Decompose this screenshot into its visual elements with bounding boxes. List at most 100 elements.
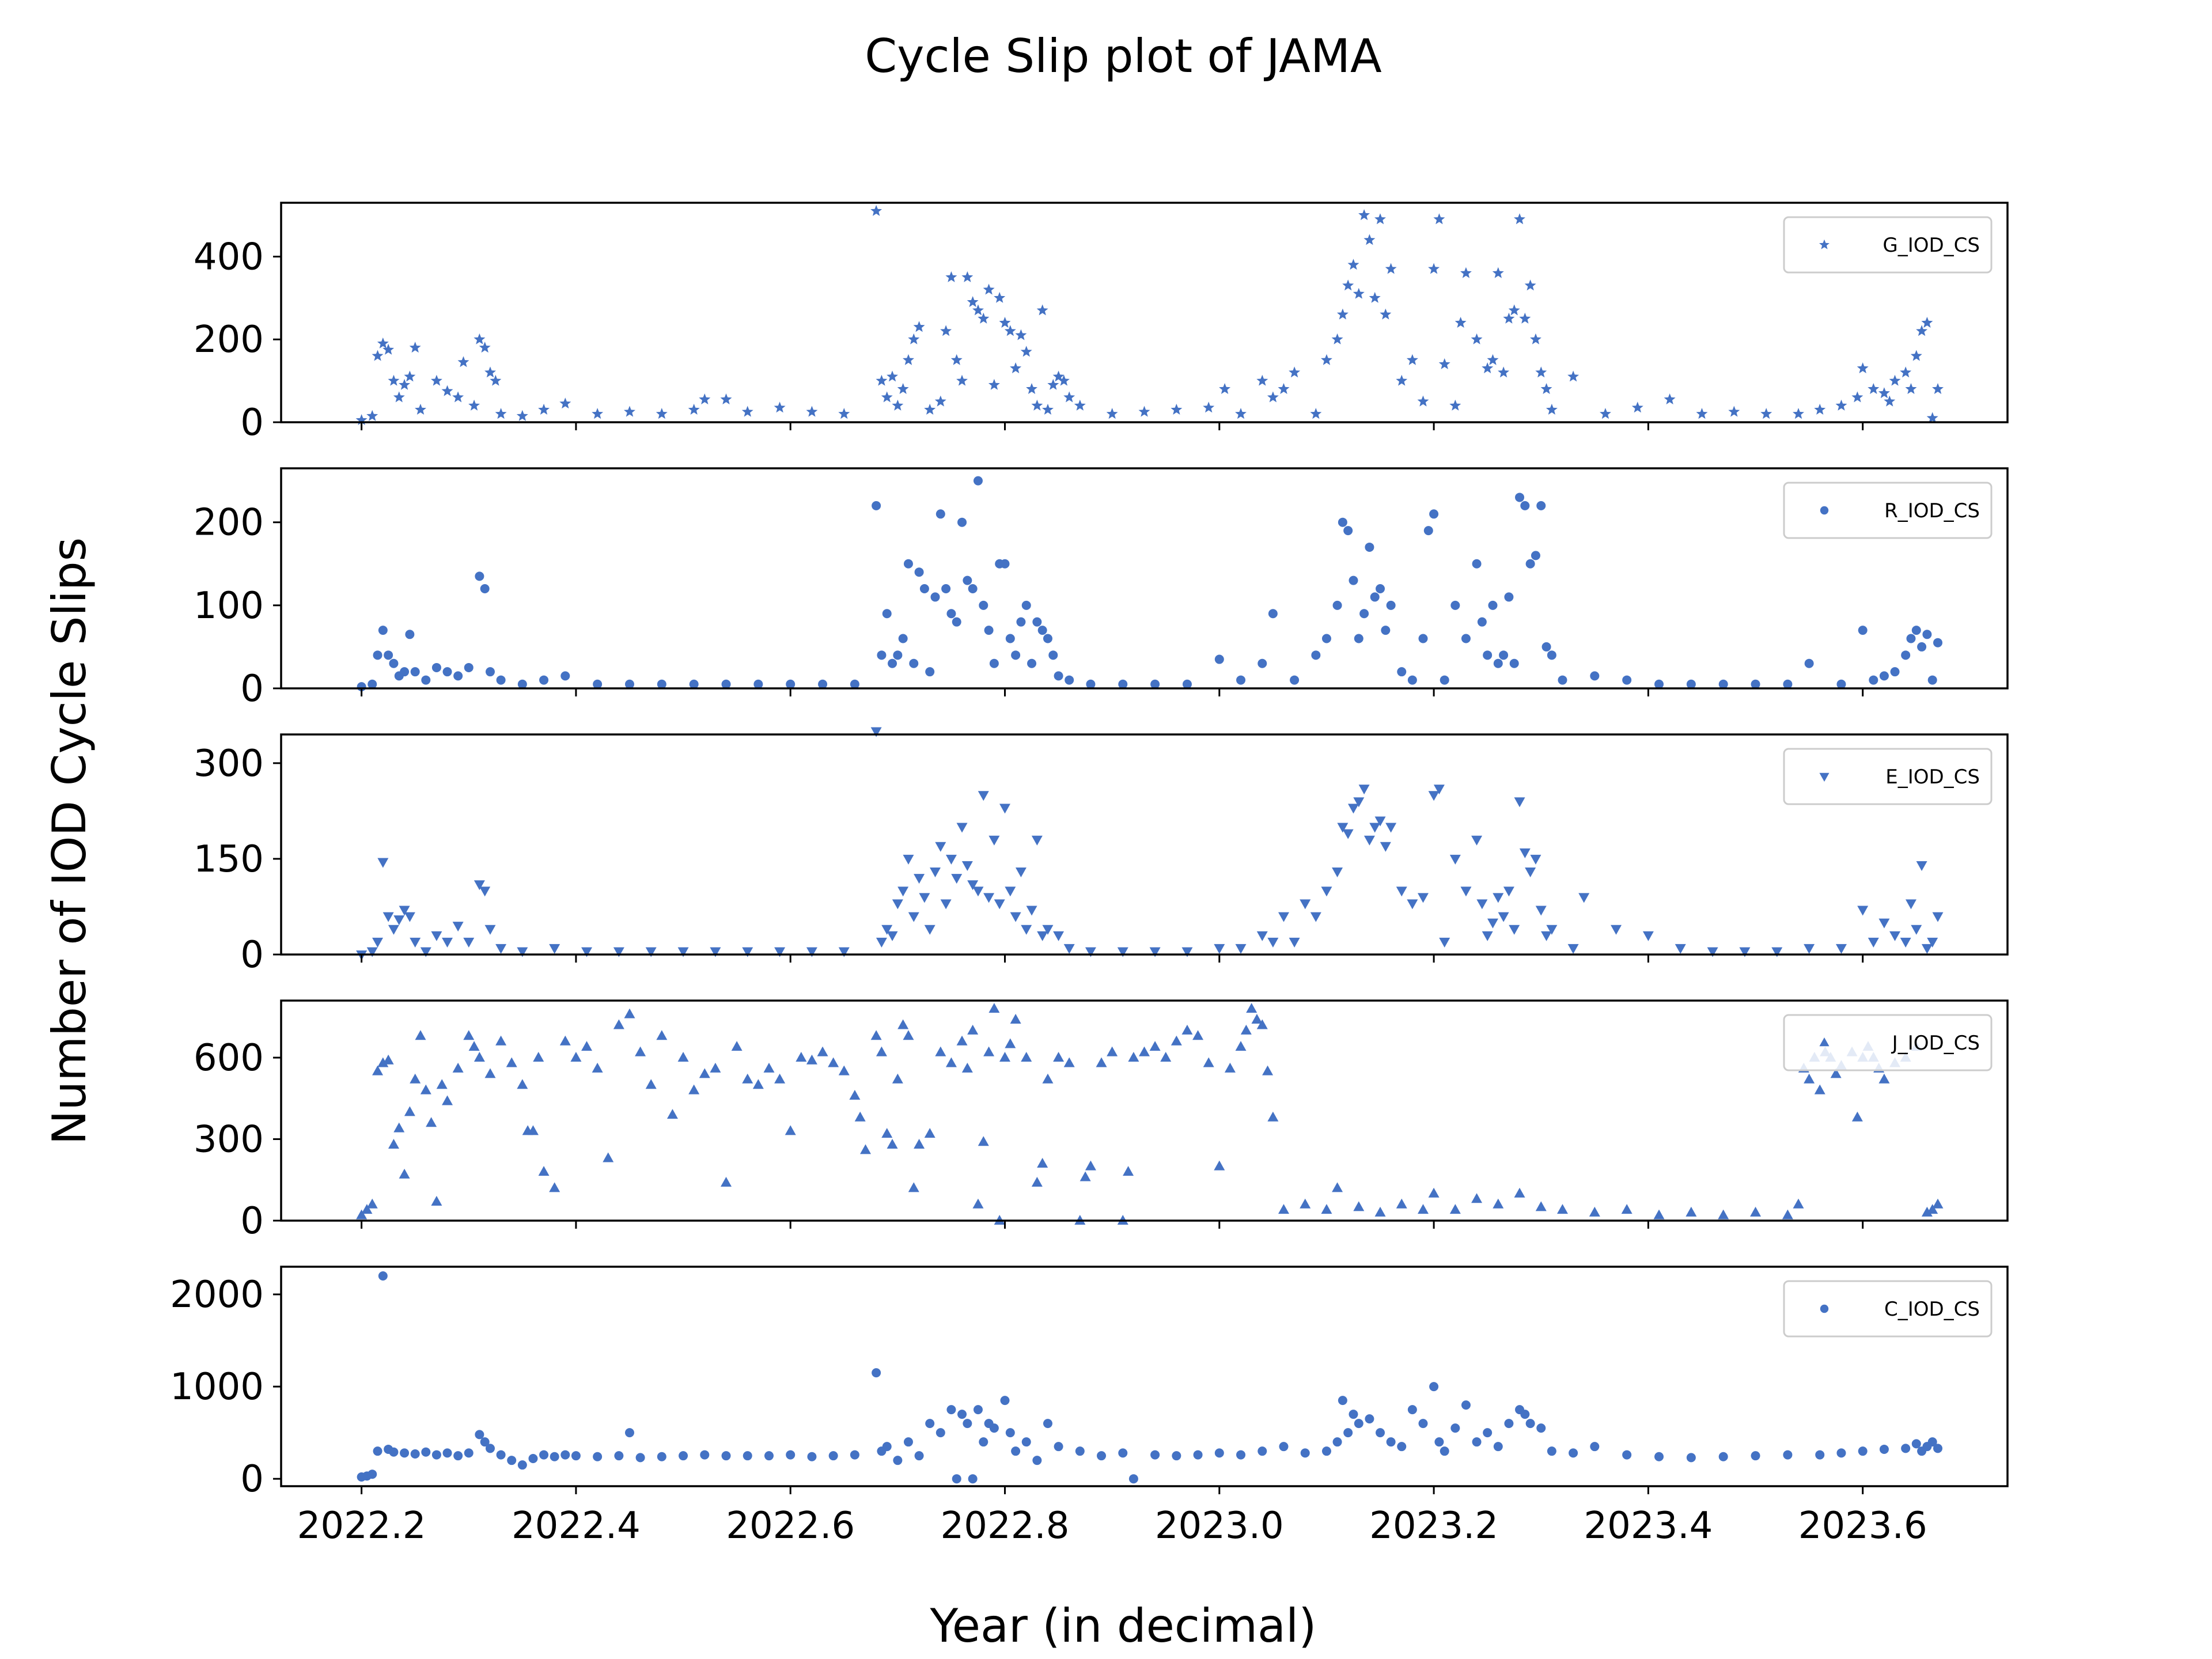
data-point — [1631, 402, 1643, 413]
data-point — [1042, 1073, 1054, 1084]
data-point — [1916, 325, 1928, 336]
data-point — [946, 609, 956, 619]
data-point — [1417, 395, 1429, 407]
data-point — [1337, 823, 1349, 833]
data-point — [559, 1035, 571, 1046]
data-point — [1086, 679, 1096, 689]
data-point — [897, 887, 909, 897]
plot-frame — [280, 733, 2009, 956]
data-point — [1052, 370, 1065, 382]
data-point — [1000, 559, 1010, 569]
data-point — [1535, 1201, 1547, 1211]
data-point — [421, 1447, 431, 1457]
data-point — [399, 906, 410, 916]
data-point — [1487, 354, 1499, 365]
y-tick-label: 300 — [194, 1119, 264, 1161]
data-point — [592, 1062, 603, 1073]
data-point — [1354, 1419, 1363, 1429]
data-point — [1251, 1014, 1263, 1024]
data-point — [1289, 937, 1300, 948]
legend-marker — [1820, 506, 1829, 515]
data-point — [968, 1474, 978, 1484]
data-point — [475, 571, 484, 581]
data-point — [1203, 1057, 1214, 1067]
data-point — [1525, 868, 1536, 878]
data-point — [1686, 1453, 1696, 1463]
data-point — [1365, 1414, 1374, 1424]
data-point — [1063, 1057, 1075, 1067]
data-point — [1123, 1166, 1134, 1176]
data-point — [1128, 1474, 1138, 1484]
data-point — [377, 1057, 389, 1067]
data-point — [1332, 868, 1343, 878]
legend-label: E_IOD_CS — [1885, 766, 1980, 789]
data-point — [1927, 1204, 1938, 1214]
data-point — [431, 662, 441, 672]
data-point — [1600, 408, 1611, 419]
data-point — [1487, 918, 1498, 929]
data-point — [945, 1057, 957, 1067]
data-point — [377, 337, 389, 349]
data-point — [1830, 1068, 1842, 1078]
data-point — [1015, 329, 1027, 340]
data-point — [1004, 325, 1016, 336]
data-point — [1236, 1450, 1246, 1460]
data-point — [913, 321, 925, 332]
data-point — [988, 1003, 1000, 1013]
data-point — [1160, 1052, 1172, 1062]
data-point — [1476, 899, 1488, 910]
plot-frame — [280, 999, 2009, 1222]
data-point — [930, 592, 940, 602]
data-point — [1686, 679, 1696, 689]
figure-title: Cycle Slip plot of JAMA — [865, 29, 1382, 83]
data-point — [1381, 626, 1391, 635]
data-point — [1536, 501, 1546, 510]
data-point — [1332, 1437, 1342, 1447]
data-point — [1063, 944, 1075, 954]
data-point — [463, 937, 475, 948]
data-point — [679, 1451, 688, 1461]
data-point — [1793, 1198, 1804, 1209]
data-point — [431, 1195, 442, 1206]
data-point — [1569, 1448, 1578, 1458]
data-point — [925, 1419, 935, 1429]
data-point — [657, 679, 666, 689]
data-point — [807, 1452, 817, 1461]
data-point — [1654, 679, 1664, 689]
data-point — [495, 944, 507, 954]
data-point — [480, 1437, 490, 1447]
data-point — [1675, 944, 1686, 954]
data-point — [400, 667, 410, 677]
data-point — [860, 1144, 872, 1154]
y-tick-label: 400 — [194, 236, 264, 278]
x-tick-label: 2023.4 — [1584, 1505, 1713, 1547]
data-point — [507, 1456, 517, 1465]
data-point — [1900, 937, 1911, 948]
data-point — [1358, 785, 1370, 795]
data-point — [624, 406, 635, 417]
data-point — [1440, 675, 1449, 685]
data-point — [1036, 304, 1048, 316]
data-point — [1353, 1201, 1365, 1211]
data-point — [1541, 642, 1551, 652]
data-point — [903, 559, 913, 569]
data-point — [656, 1030, 668, 1040]
data-point — [1804, 1073, 1815, 1084]
data-point — [1921, 1206, 1933, 1217]
data-point — [1214, 944, 1225, 954]
data-point — [774, 1073, 786, 1084]
data-point — [1440, 1446, 1449, 1456]
data-point — [1219, 383, 1231, 394]
data-point — [967, 296, 979, 307]
data-point — [1868, 383, 1880, 394]
data-point — [1503, 887, 1514, 897]
data-point — [1455, 317, 1467, 328]
data-point — [881, 925, 893, 935]
data-point — [1477, 617, 1487, 627]
data-point — [1461, 634, 1471, 643]
data-point — [1343, 1428, 1353, 1438]
data-point — [1385, 263, 1397, 274]
data-point — [961, 1062, 973, 1073]
